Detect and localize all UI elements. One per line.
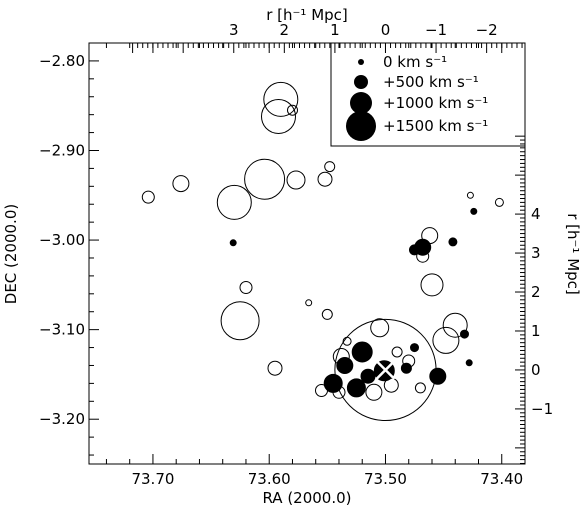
- x-tick-label: 73.60: [248, 470, 291, 488]
- legend-marker-2: [350, 92, 372, 114]
- open-galaxy-point-15: [239, 281, 253, 294]
- x-tick-label: 73.40: [480, 470, 523, 488]
- center-cross-b: [375, 360, 396, 380]
- filled-galaxy-point-6: [400, 362, 412, 374]
- x-tick-label: 73.50: [364, 470, 407, 488]
- open-galaxy-point-25: [315, 384, 328, 397]
- filled-galaxy-point-10: [409, 244, 420, 256]
- top-r-tick-label: 1: [330, 21, 340, 39]
- open-galaxy-point-28: [414, 382, 426, 394]
- legend-label-1: +500 km s⁻¹: [383, 73, 479, 91]
- open-galaxy-point-4: [216, 184, 252, 220]
- open-galaxy-point-24: [332, 348, 350, 365]
- right-r-tick-label: 0: [531, 361, 541, 379]
- open-galaxy-point-23: [267, 360, 283, 376]
- top-r-tick-label: −2: [476, 21, 498, 39]
- filled-galaxy-point-2: [336, 357, 354, 374]
- filled-galaxy-point-3: [360, 368, 376, 384]
- right-r-tick-label: 4: [531, 205, 541, 223]
- open-galaxy-point-27: [402, 354, 416, 368]
- y-tick-label: −3.10: [39, 321, 85, 339]
- open-galaxy-point-29: [383, 377, 399, 393]
- open-galaxy-point-12: [421, 227, 439, 245]
- open-galaxy-point-17: [321, 308, 333, 320]
- open-galaxy-point-30: [365, 383, 383, 401]
- open-galaxy-point-9: [324, 161, 336, 173]
- right-r-tick-label: 3: [531, 244, 541, 262]
- filled-galaxy-point-11: [448, 237, 458, 247]
- right-axis-label: r [h⁻¹ Mpc]: [564, 213, 582, 295]
- open-galaxy-point-5: [286, 170, 306, 190]
- top-axis-label: r [h⁻¹ Mpc]: [266, 6, 348, 24]
- x-axis-label: RA (2000.0): [262, 489, 351, 507]
- open-galaxy-point-18: [305, 299, 313, 307]
- open-galaxy-point-19: [370, 318, 390, 338]
- top-r-tick-label: 2: [280, 21, 290, 39]
- legend-marker-3: [346, 111, 376, 141]
- filled-galaxy-point-8: [429, 367, 447, 385]
- legend-marker-0: [358, 59, 364, 65]
- right-r-tick-label: −1: [531, 400, 553, 418]
- open-galaxy-point-20: [442, 312, 468, 338]
- top-r-tick-label: 0: [381, 21, 391, 39]
- open-galaxy-point-8: [317, 171, 333, 187]
- open-galaxy-point-6: [172, 175, 190, 193]
- radius-circle: [334, 318, 437, 422]
- open-galaxy-point-31: [332, 385, 346, 399]
- axes: 73.70 73.60 73.50 73.40 −2.80 −2.90 −3.00 −3.10…: [39, 21, 553, 488]
- top-r-tick-label: 3: [229, 21, 239, 39]
- top-r-tick-label: −1: [425, 21, 447, 39]
- filled-galaxy-point-7: [410, 343, 419, 353]
- y-tick-label: −2.80: [39, 52, 85, 70]
- legend: 0 km s⁻¹ +500 km s⁻¹ +1000 km s⁻¹ +1500 km …: [330, 42, 526, 147]
- legend-label-0: 0 km s⁻¹: [383, 53, 447, 71]
- filled-galaxy-point-1: [351, 341, 373, 363]
- y-axis-label: DEC (2000.0): [2, 204, 20, 304]
- cluster-center: [334, 318, 437, 422]
- open-galaxy-point-1: [261, 99, 296, 134]
- open-galaxy-point-2: [287, 104, 298, 116]
- filled-galaxy-point-4: [346, 378, 366, 398]
- filled-galaxy-point-15: [470, 207, 478, 215]
- right-r-tick-label: 2: [531, 283, 541, 301]
- x-tick-label: 73.70: [131, 470, 174, 488]
- open-galaxy-point-3: [244, 158, 286, 200]
- open-galaxy-point-13: [416, 249, 430, 263]
- legend-marker-1: [354, 75, 368, 89]
- filled-galaxy-point-16: [527, 179, 533, 185]
- right-r-tick-label: 1: [531, 322, 541, 340]
- legend-label-3: +1500 km s⁻¹: [383, 117, 488, 135]
- open-galaxy-point-14: [420, 273, 444, 297]
- legend-label-2: +1000 km s⁻¹: [383, 94, 488, 112]
- open-galaxy-point-21: [432, 326, 460, 354]
- open-galaxy-point-11: [494, 197, 504, 207]
- filled-galaxy-point-12: [460, 329, 469, 339]
- open-galaxy-point-16: [220, 301, 260, 341]
- open-galaxy-point-7: [141, 190, 155, 204]
- open-galaxy-point-10: [466, 191, 474, 199]
- filled-galaxy-point-14: [229, 239, 237, 247]
- open-galaxy-point-26: [391, 346, 403, 358]
- filled-galaxy-point-13: [465, 359, 473, 367]
- open-galaxy-point-0: [263, 81, 299, 117]
- y-tick-label: −2.90: [39, 141, 85, 159]
- y-tick-label: −3.20: [39, 410, 85, 428]
- y-tick-label: −3.00: [39, 231, 85, 249]
